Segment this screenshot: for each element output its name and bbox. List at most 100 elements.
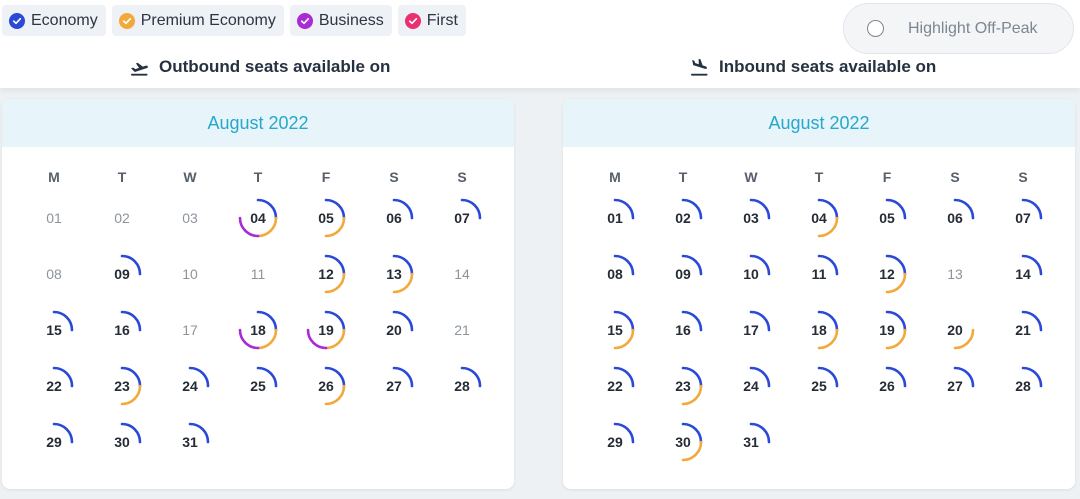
calendar-day[interactable]: 30 bbox=[99, 419, 145, 465]
calendar-day[interactable]: 21 bbox=[1000, 307, 1046, 353]
calendar-day[interactable]: 16 bbox=[99, 307, 145, 353]
calendar-day[interactable]: 24 bbox=[167, 363, 213, 409]
calendar-day[interactable]: 23 bbox=[99, 363, 145, 409]
availability-ring bbox=[188, 422, 210, 444]
availability-arc-economy bbox=[324, 310, 346, 332]
calendar-day[interactable]: 19 bbox=[864, 307, 910, 353]
calendar-day[interactable]: 06 bbox=[371, 195, 417, 241]
calendar-day[interactable]: 20 bbox=[371, 307, 417, 353]
weekday-header: M bbox=[609, 169, 621, 185]
off-peak-radio[interactable] bbox=[867, 20, 884, 37]
calendar-day[interactable]: 04 bbox=[235, 195, 281, 241]
calendar-day[interactable]: 05 bbox=[864, 195, 910, 241]
calendar-day[interactable]: 29 bbox=[31, 419, 77, 465]
calendar-day[interactable]: 22 bbox=[592, 363, 638, 409]
day-number: 11 bbox=[811, 266, 827, 282]
calendar-day[interactable]: 22 bbox=[31, 363, 77, 409]
availability-arc-business bbox=[238, 216, 260, 238]
day-number: 13 bbox=[386, 266, 402, 282]
availability-ring bbox=[681, 422, 703, 462]
availability-ring bbox=[749, 310, 771, 332]
calendar-day[interactable]: 27 bbox=[371, 363, 417, 409]
calendar-day[interactable]: 17 bbox=[728, 307, 774, 353]
availability-arc-economy bbox=[749, 310, 771, 332]
availability-arc-economy bbox=[749, 254, 771, 276]
calendar-day[interactable]: 28 bbox=[439, 363, 485, 409]
calendar-day[interactable]: 15 bbox=[31, 307, 77, 353]
calendar-day[interactable]: 07 bbox=[1000, 195, 1046, 241]
day-number: 20 bbox=[947, 322, 963, 338]
calendar-day[interactable]: 20 bbox=[932, 307, 978, 353]
availability-ring bbox=[238, 198, 278, 238]
availability-arc-economy bbox=[1021, 254, 1043, 276]
legend-chip-business[interactable]: Business bbox=[289, 5, 392, 36]
day-number: 01 bbox=[607, 210, 623, 226]
availability-ring bbox=[681, 254, 703, 276]
availability-ring bbox=[817, 366, 839, 388]
calendar-day[interactable]: 26 bbox=[303, 363, 349, 409]
availability-arc-economy bbox=[885, 198, 907, 220]
availability-arc-business bbox=[238, 328, 260, 350]
availability-ring bbox=[885, 198, 907, 220]
availability-arc-economy bbox=[681, 422, 703, 444]
day-number: 14 bbox=[454, 266, 470, 282]
calendar-day[interactable]: 15 bbox=[592, 307, 638, 353]
calendar-day[interactable]: 31 bbox=[167, 419, 213, 465]
calendar-day[interactable]: 07 bbox=[439, 195, 485, 241]
calendar-day[interactable]: 31 bbox=[728, 419, 774, 465]
legend-chip-premium-economy[interactable]: Premium Economy bbox=[111, 5, 284, 36]
calendar-day[interactable]: 09 bbox=[99, 251, 145, 297]
calendar-day[interactable]: 23 bbox=[660, 363, 706, 409]
calendar-day[interactable]: 27 bbox=[932, 363, 978, 409]
calendar-day[interactable]: 28 bbox=[1000, 363, 1046, 409]
check-icon bbox=[404, 12, 421, 29]
calendar-day[interactable]: 29 bbox=[592, 419, 638, 465]
availability-arc-economy bbox=[120, 366, 142, 388]
weekday-header: F bbox=[321, 169, 331, 185]
availability-arc-premium-economy bbox=[885, 272, 907, 294]
availability-ring bbox=[953, 328, 975, 350]
outbound-heading-text: Outbound seats available on bbox=[159, 57, 391, 76]
day-number: 29 bbox=[607, 434, 623, 450]
calendar-day[interactable]: 11 bbox=[796, 251, 842, 297]
day-number: 25 bbox=[811, 378, 827, 394]
legend-chip-economy[interactable]: Economy bbox=[2, 5, 106, 36]
calendar-day[interactable]: 10 bbox=[728, 251, 774, 297]
calendar-day[interactable]: 08 bbox=[592, 251, 638, 297]
month-title: August 2022 bbox=[2, 99, 514, 147]
availability-arc-economy bbox=[324, 198, 346, 220]
calendar-day[interactable]: 18 bbox=[235, 307, 281, 353]
calendar-day[interactable]: 03 bbox=[728, 195, 774, 241]
calendar-day[interactable]: 26 bbox=[864, 363, 910, 409]
calendar-day[interactable]: 02 bbox=[660, 195, 706, 241]
calendar-day[interactable]: 25 bbox=[796, 363, 842, 409]
calendar-day: 17 bbox=[167, 307, 213, 353]
availability-arc-economy bbox=[392, 254, 414, 276]
day-number: 19 bbox=[879, 322, 895, 338]
weekday-header: T bbox=[678, 169, 688, 185]
calendar-day[interactable]: 05 bbox=[303, 195, 349, 241]
legend-label: Premium Economy bbox=[140, 11, 276, 29]
availability-ring bbox=[1021, 254, 1043, 276]
availability-ring bbox=[817, 310, 839, 350]
legend-chip-first[interactable]: First bbox=[397, 5, 466, 36]
highlight-off-peak-toggle[interactable]: Highlight Off-Peak bbox=[843, 3, 1074, 54]
calendar-day[interactable]: 14 bbox=[1000, 251, 1046, 297]
availability-arc-premium-economy bbox=[324, 384, 346, 406]
calendar-day[interactable]: 12 bbox=[303, 251, 349, 297]
calendar-day[interactable]: 16 bbox=[660, 307, 706, 353]
calendar-day[interactable]: 01 bbox=[592, 195, 638, 241]
calendar-day[interactable]: 19 bbox=[303, 307, 349, 353]
availability-arc-economy bbox=[1021, 310, 1043, 332]
availability-arc-economy bbox=[52, 422, 74, 444]
calendar-day[interactable]: 12 bbox=[864, 251, 910, 297]
calendar-day[interactable]: 06 bbox=[932, 195, 978, 241]
calendar-day[interactable]: 04 bbox=[796, 195, 842, 241]
availability-arc-economy bbox=[1021, 366, 1043, 388]
calendar-day[interactable]: 24 bbox=[728, 363, 774, 409]
calendar-day[interactable]: 18 bbox=[796, 307, 842, 353]
calendar-day[interactable]: 09 bbox=[660, 251, 706, 297]
calendar-day[interactable]: 30 bbox=[660, 419, 706, 465]
calendar-day[interactable]: 25 bbox=[235, 363, 281, 409]
calendar-day[interactable]: 13 bbox=[371, 251, 417, 297]
